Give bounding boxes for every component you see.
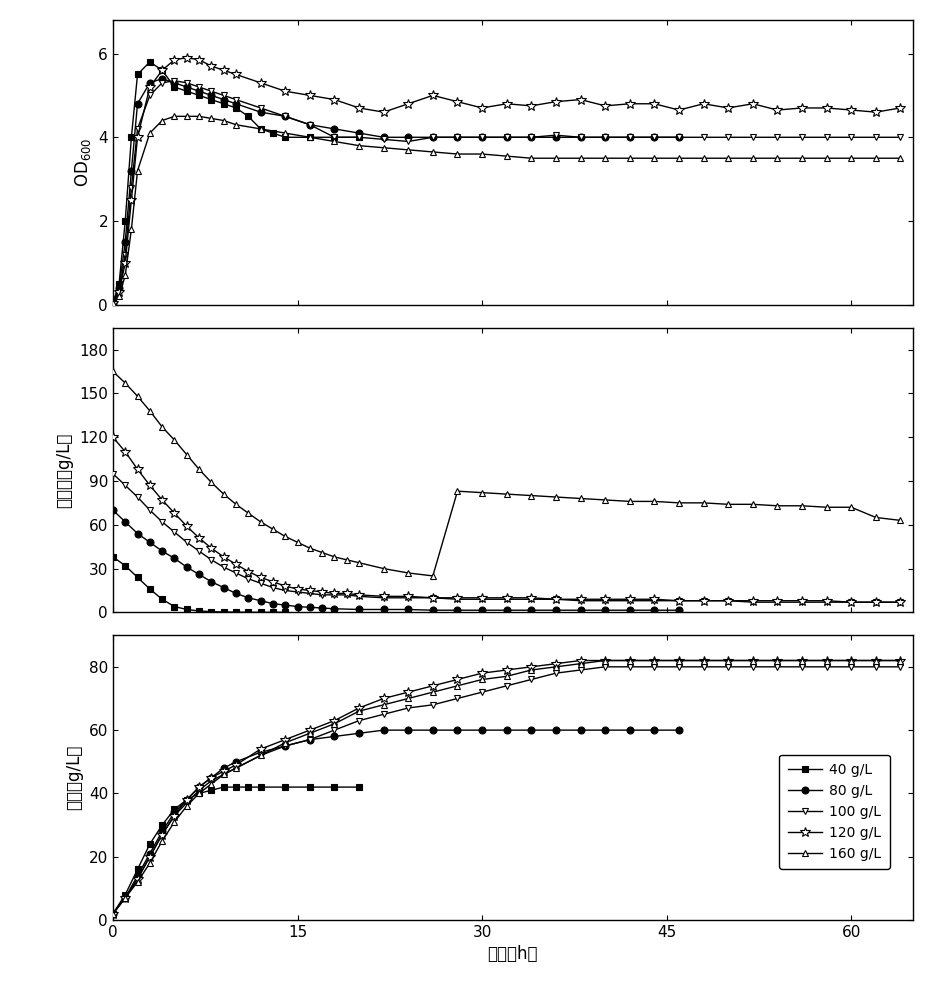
Y-axis label: 乳酸（g/L）: 乳酸（g/L） [65,745,83,810]
Y-axis label: 葫葡糖（g/L）: 葫葡糖（g/L） [56,432,73,508]
Y-axis label: OD$_{600}$: OD$_{600}$ [72,138,93,187]
X-axis label: 时间（h）: 时间（h） [487,945,538,963]
Legend: 40 g/L, 80 g/L, 100 g/L, 120 g/L, 160 g/L: 40 g/L, 80 g/L, 100 g/L, 120 g/L, 160 g/… [779,755,890,869]
